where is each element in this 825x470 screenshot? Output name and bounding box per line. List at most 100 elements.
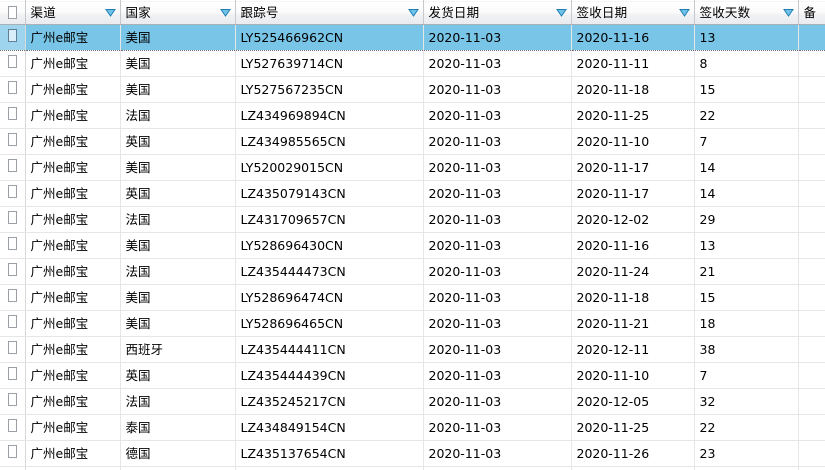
- cell-tracking[interactable]: LZ434849154CN: [235, 414, 424, 441]
- data-grid-body[interactable]: 广州e邮宝 美国 LY525466962CN 2020-11-03 2020-11-16…: [0, 24, 825, 470]
- cell-sign_date[interactable]: 2020-11-10: [571, 362, 695, 389]
- cell-tracking[interactable]: LZ435323890CN: [235, 466, 424, 470]
- filter-dropdown-triangle-icon[interactable]: [219, 7, 231, 18]
- column-header-ship_date[interactable]: 发货日期: [423, 0, 572, 25]
- row-selector-cell[interactable]: [0, 102, 26, 129]
- cell-ship_date[interactable]: 2020-11-03: [423, 466, 572, 470]
- cell-sign_days[interactable]: 38: [694, 336, 799, 363]
- table-row[interactable]: 广州e邮宝英国LZ435323890CN2020-11-032020-11-12…: [0, 466, 825, 470]
- cell-channel[interactable]: 广州e邮宝: [25, 50, 121, 77]
- cell-country[interactable]: 英国: [120, 128, 236, 155]
- row-selector-box-icon[interactable]: [7, 367, 17, 380]
- column-header-remark[interactable]: 备: [798, 0, 825, 25]
- cell-country[interactable]: 英国: [120, 466, 236, 470]
- table-row[interactable]: 广州e邮宝 英国 LZ435079143CN 2020-11-03 2020-11-17…: [0, 180, 825, 207]
- filter-dropdown-triangle-icon[interactable]: [555, 7, 567, 18]
- cell-sign_days[interactable]: 14: [694, 180, 799, 207]
- cell-remark[interactable]: [798, 128, 825, 155]
- cell-sign_days[interactable]: 14: [694, 154, 799, 181]
- cell-sign_days[interactable]: 32: [694, 388, 799, 415]
- cell-ship_date[interactable]: 2020-11-03: [423, 102, 572, 129]
- cell-remark[interactable]: [798, 362, 825, 389]
- row-selector-cell[interactable]: [0, 310, 26, 337]
- row-selector-box-icon[interactable]: [7, 445, 17, 458]
- row-selector-cell[interactable]: [0, 258, 26, 285]
- cell-channel[interactable]: 广州e邮宝: [25, 336, 121, 363]
- cell-sign_days[interactable]: 22: [694, 102, 799, 129]
- row-selector-cell[interactable]: [0, 128, 26, 155]
- cell-sign_date[interactable]: 2020-12-02: [571, 206, 695, 233]
- cell-channel[interactable]: 广州e邮宝: [25, 232, 121, 259]
- cell-tracking[interactable]: LY527639714CN: [235, 50, 424, 77]
- table-row[interactable]: 广州e邮宝 英国 LZ435444439CN 2020-11-03 2020-11-10…: [0, 362, 825, 389]
- cell-ship_date[interactable]: 2020-11-03: [423, 362, 572, 389]
- cell-sign_days[interactable]: 13: [694, 232, 799, 259]
- column-header-channel[interactable]: 渠道: [25, 0, 121, 25]
- cell-channel[interactable]: 广州e邮宝: [25, 440, 121, 467]
- cell-remark[interactable]: [798, 50, 825, 77]
- row-selector-box-icon[interactable]: [7, 315, 17, 328]
- filter-dropdown-triangle-icon[interactable]: [407, 7, 419, 18]
- cell-remark[interactable]: [798, 258, 825, 285]
- cell-sign_date[interactable]: 2020-11-18: [571, 76, 695, 103]
- cell-tracking[interactable]: LY525466962CN: [235, 24, 424, 51]
- row-selector-box-icon[interactable]: [7, 29, 17, 42]
- cell-channel[interactable]: 广州e邮宝: [25, 388, 121, 415]
- cell-remark[interactable]: [798, 102, 825, 129]
- cell-remark[interactable]: [798, 232, 825, 259]
- cell-tracking[interactable]: LY528696465CN: [235, 310, 424, 337]
- cell-channel[interactable]: 广州e邮宝: [25, 128, 121, 155]
- cell-country[interactable]: 美国: [120, 310, 236, 337]
- cell-sign_date[interactable]: 2020-11-25: [571, 102, 695, 129]
- row-selector-box-icon[interactable]: [7, 81, 17, 94]
- cell-country[interactable]: 法国: [120, 102, 236, 129]
- cell-remark[interactable]: [798, 388, 825, 415]
- table-row[interactable]: 广州e邮宝 英国 LZ434985565CN 2020-11-03 2020-11-10…: [0, 128, 825, 155]
- column-header-tracking[interactable]: 跟踪号: [235, 0, 424, 25]
- cell-channel[interactable]: 广州e邮宝: [25, 206, 121, 233]
- cell-ship_date[interactable]: 2020-11-03: [423, 336, 572, 363]
- cell-country[interactable]: 美国: [120, 284, 236, 311]
- column-header-country[interactable]: 国家: [120, 0, 236, 25]
- cell-remark[interactable]: [798, 24, 825, 51]
- cell-remark[interactable]: [798, 76, 825, 103]
- row-selector-box-icon[interactable]: [7, 341, 17, 354]
- cell-sign_days[interactable]: 15: [694, 76, 799, 103]
- row-selector-cell[interactable]: [0, 154, 26, 181]
- cell-tracking[interactable]: LY528696474CN: [235, 284, 424, 311]
- cell-country[interactable]: 法国: [120, 206, 236, 233]
- cell-tracking[interactable]: LZ435137654CN: [235, 440, 424, 467]
- row-selector-cell[interactable]: [0, 414, 26, 441]
- cell-remark[interactable]: [798, 284, 825, 311]
- cell-channel[interactable]: 广州e邮宝: [25, 154, 121, 181]
- filter-dropdown-triangle-icon[interactable]: [782, 7, 794, 18]
- cell-sign_date[interactable]: 2020-11-12: [571, 466, 695, 470]
- table-row[interactable]: 广州e邮宝 法国 LZ435444473CN 2020-11-03 2020-11-24…: [0, 258, 825, 285]
- cell-remark[interactable]: [798, 180, 825, 207]
- cell-ship_date[interactable]: 2020-11-03: [423, 232, 572, 259]
- cell-ship_date[interactable]: 2020-11-03: [423, 258, 572, 285]
- select-all-header-cell[interactable]: [0, 0, 26, 25]
- table-row[interactable]: 广州e邮宝 美国 LY525466962CN 2020-11-03 2020-11-16…: [0, 24, 825, 51]
- row-selector-box-icon[interactable]: [7, 159, 17, 172]
- row-selector-cell[interactable]: [0, 180, 26, 207]
- row-selector-cell[interactable]: [0, 232, 26, 259]
- column-header-sign_date[interactable]: 签收日期: [571, 0, 695, 25]
- cell-ship_date[interactable]: 2020-11-03: [423, 50, 572, 77]
- cell-sign_date[interactable]: 2020-11-18: [571, 284, 695, 311]
- cell-sign_date[interactable]: 2020-11-16: [571, 24, 695, 51]
- table-row[interactable]: 广州e邮宝 法国 LZ431709657CN 2020-11-03 2020-12-02…: [0, 206, 825, 233]
- row-selector-box-icon[interactable]: [7, 393, 17, 406]
- cell-sign_date[interactable]: 2020-11-25: [571, 414, 695, 441]
- cell-sign_days[interactable]: 8: [694, 50, 799, 77]
- row-selector-box-icon[interactable]: [7, 185, 17, 198]
- cell-remark[interactable]: [798, 154, 825, 181]
- select-all-box-icon[interactable]: [7, 6, 17, 19]
- cell-sign_date[interactable]: 2020-11-26: [571, 440, 695, 467]
- cell-channel[interactable]: 广州e邮宝: [25, 414, 121, 441]
- cell-country[interactable]: 美国: [120, 50, 236, 77]
- cell-sign_days[interactable]: 29: [694, 206, 799, 233]
- cell-channel[interactable]: 广州e邮宝: [25, 102, 121, 129]
- cell-ship_date[interactable]: 2020-11-03: [423, 414, 572, 441]
- row-selector-cell[interactable]: [0, 362, 26, 389]
